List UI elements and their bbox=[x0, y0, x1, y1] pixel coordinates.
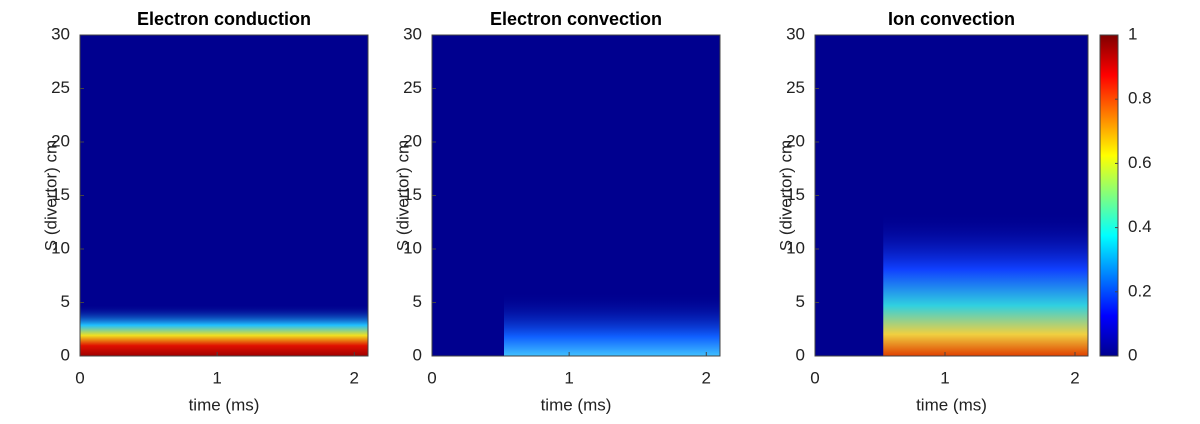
x-axis-label: time (ms) bbox=[189, 395, 260, 414]
y-tick-label: 0 bbox=[796, 345, 805, 364]
colorbar bbox=[1099, 34, 1119, 357]
plot-frame bbox=[79, 34, 369, 357]
x-axis-label: time (ms) bbox=[916, 395, 987, 414]
y-tick-label: 10 bbox=[403, 238, 422, 257]
y-tick-label: 10 bbox=[786, 238, 805, 257]
panel-title: Electron conduction bbox=[137, 9, 311, 29]
y-tick-label: 30 bbox=[51, 24, 70, 43]
x-tick-label: 1 bbox=[940, 368, 949, 387]
plot-frame bbox=[814, 34, 1089, 357]
x-tick-label: 0 bbox=[427, 368, 436, 387]
y-tick-label: 5 bbox=[61, 292, 70, 311]
colorbar-tick-label: 0.4 bbox=[1128, 217, 1152, 236]
panel-title: Electron convection bbox=[490, 9, 662, 29]
y-tick-label: 10 bbox=[51, 238, 70, 257]
x-tick-label: 2 bbox=[702, 368, 711, 387]
y-axis-label: S (divertor) cm bbox=[41, 140, 60, 251]
y-tick-label: 30 bbox=[403, 24, 422, 43]
colorbar-tick-label: 0 bbox=[1128, 345, 1137, 364]
heatmap-background bbox=[80, 35, 368, 356]
y-tick-label: 0 bbox=[413, 345, 422, 364]
y-tick-label: 15 bbox=[51, 185, 70, 204]
x-tick-label: 0 bbox=[75, 368, 84, 387]
heatmap-intensity bbox=[883, 211, 1088, 356]
x-tick-label: 2 bbox=[1070, 368, 1079, 387]
y-tick-label: 15 bbox=[786, 185, 805, 204]
x-tick-label: 2 bbox=[350, 368, 359, 387]
y-axis-label: S (divertor) cm bbox=[393, 140, 412, 251]
y-tick-label: 30 bbox=[786, 24, 805, 43]
y-tick-label: 0 bbox=[61, 345, 70, 364]
x-tick-label: 1 bbox=[564, 368, 573, 387]
y-axis-label: S (divertor) cm bbox=[776, 140, 795, 251]
x-axis-label: time (ms) bbox=[541, 395, 612, 414]
y-tick-label: 15 bbox=[403, 185, 422, 204]
colorbar-tick-label: 1 bbox=[1128, 24, 1137, 43]
y-tick-label: 20 bbox=[403, 131, 422, 150]
colorbar-tick-label: 0.2 bbox=[1128, 281, 1152, 300]
y-tick-label: 25 bbox=[51, 78, 70, 97]
x-tick-label: 1 bbox=[212, 368, 221, 387]
plot-frame bbox=[431, 34, 721, 357]
panel-title: Ion convection bbox=[888, 9, 1015, 29]
colorbar-tick-label: 0.8 bbox=[1128, 89, 1152, 108]
y-tick-label: 20 bbox=[786, 131, 805, 150]
y-tick-label: 20 bbox=[51, 131, 70, 150]
heatmap-intensity bbox=[80, 304, 368, 356]
heatmap-intensity bbox=[504, 291, 720, 356]
x-tick-label: 0 bbox=[810, 368, 819, 387]
y-tick-label: 5 bbox=[796, 292, 805, 311]
y-tick-label: 5 bbox=[413, 292, 422, 311]
y-tick-label: 25 bbox=[786, 78, 805, 97]
colorbar-tick-label: 0.6 bbox=[1128, 153, 1152, 172]
y-tick-label: 25 bbox=[403, 78, 422, 97]
